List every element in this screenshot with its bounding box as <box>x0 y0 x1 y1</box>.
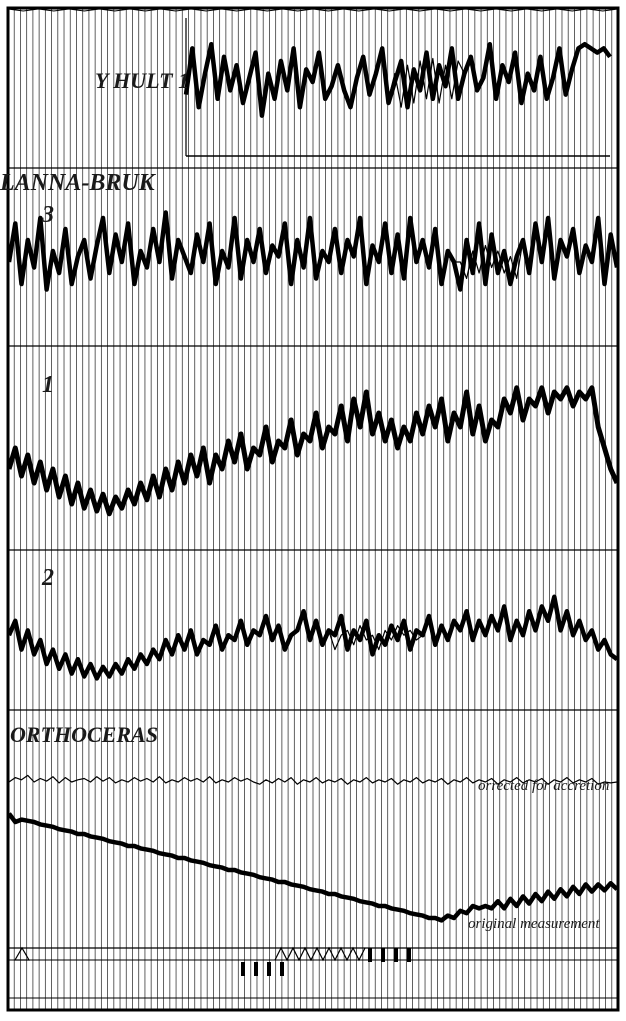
annot-corrected: orrected for accretion <box>478 778 609 794</box>
chart-container: Y HULT 1 LANNA-BRUK 3 1 2 orrected for accret… <box>0 0 626 1021</box>
label-lanna3: LANNA-BRUK <box>0 170 157 196</box>
label-lanna1: 1 <box>42 372 54 398</box>
label-lanna2: 2 <box>41 565 54 591</box>
label-yhult1: Y HULT 1 <box>95 68 189 93</box>
chart-svg: Y HULT 1 LANNA-BRUK 3 1 2 orrected for accret… <box>0 0 626 1021</box>
sublabel-lanna3: 3 <box>41 202 54 228</box>
label-orthoceras: ORTHOCERAS <box>10 722 158 747</box>
annot-original: original measurement <box>468 916 600 932</box>
